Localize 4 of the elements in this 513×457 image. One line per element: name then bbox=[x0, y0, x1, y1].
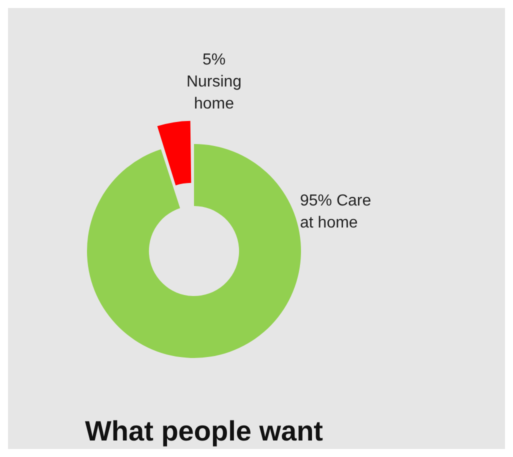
text: What people want bbox=[85, 416, 323, 447]
slice-label: Nursing home bbox=[186, 73, 242, 112]
data-label: 5% bbox=[202, 51, 226, 68]
slice-label: 95% Care at home bbox=[300, 192, 372, 232]
